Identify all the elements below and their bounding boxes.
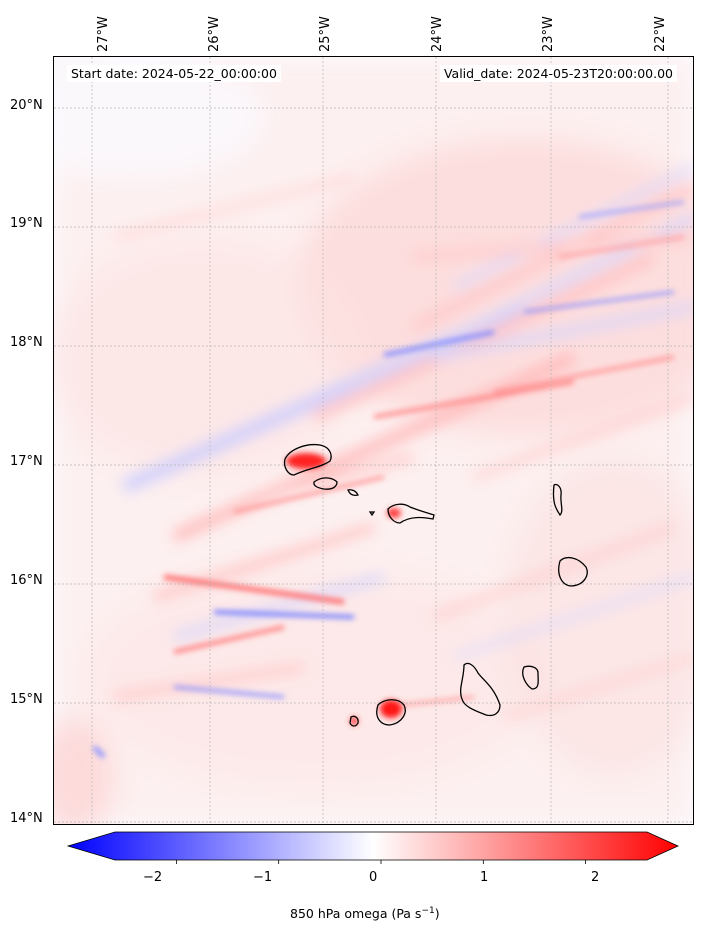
graticule bbox=[54, 57, 693, 824]
lon-label-26w: 26°W bbox=[207, 16, 222, 52]
coastline-santiago bbox=[459, 662, 501, 717]
colorbar-label: 850 hPa omega (Pa s−1) bbox=[290, 906, 440, 921]
omega-field-svg bbox=[54, 57, 693, 824]
colorbar-label-exponent: −1 bbox=[421, 906, 435, 916]
coastline-santa-luzia bbox=[347, 489, 359, 496]
coastline-sal bbox=[552, 483, 563, 517]
lat-label-19n: 19°N bbox=[10, 216, 43, 231]
colorbar-tick-label-2: 2 bbox=[591, 870, 600, 885]
coastline-sao-nicolau bbox=[387, 503, 435, 524]
colorbar-ticks bbox=[175, 860, 587, 864]
omega-background-wash bbox=[54, 57, 693, 824]
lat-label-18n: 18°N bbox=[10, 335, 43, 350]
colorbar-tick-label-neg1: −1 bbox=[253, 870, 273, 885]
lon-label-25w: 25°W bbox=[318, 16, 333, 52]
colorbar-bar bbox=[66, 831, 679, 861]
lat-label-15n: 15°N bbox=[10, 692, 43, 707]
colorbar-tick-label-1: 1 bbox=[480, 870, 489, 885]
coastline-raso bbox=[368, 511, 376, 517]
coastline-brava bbox=[349, 715, 359, 727]
omega-map bbox=[53, 56, 694, 825]
lat-label-17n: 17°N bbox=[10, 454, 43, 469]
colorbar bbox=[66, 831, 679, 864]
colorbar-tick-label-zero: 0 bbox=[369, 870, 378, 885]
lat-label-16n: 16°N bbox=[10, 573, 43, 588]
coastline-maio bbox=[522, 665, 539, 690]
island-omega-hotspots bbox=[286, 453, 402, 725]
lon-label-24w: 24°W bbox=[430, 16, 445, 52]
coastlines bbox=[283, 443, 588, 727]
lon-label-27w: 27°W bbox=[96, 16, 111, 52]
lat-label-20n: 20°N bbox=[10, 98, 43, 113]
coastline-fogo bbox=[376, 699, 406, 726]
coastline-boa-vista bbox=[558, 556, 588, 587]
valid-date-label: Valid_date: 2024-05-23T20:00:00.00 bbox=[439, 65, 677, 82]
colorbar-tick-label-neg2: −2 bbox=[143, 870, 163, 885]
colorbar-label-prefix: 850 hPa omega (Pa s bbox=[290, 906, 422, 922]
coastline-santo-antao bbox=[283, 443, 332, 476]
lat-label-14n: 14°N bbox=[10, 811, 43, 826]
start-date-label: Start date: 2024-05-22_00:00:00 bbox=[67, 65, 281, 82]
coastline-sao-vicente bbox=[313, 477, 338, 490]
omega-wave-bands bbox=[92, 163, 693, 759]
lon-label-22w: 22°W bbox=[653, 16, 668, 52]
lon-label-23w: 23°W bbox=[541, 16, 556, 52]
colorbar-label-suffix: ) bbox=[434, 906, 440, 922]
